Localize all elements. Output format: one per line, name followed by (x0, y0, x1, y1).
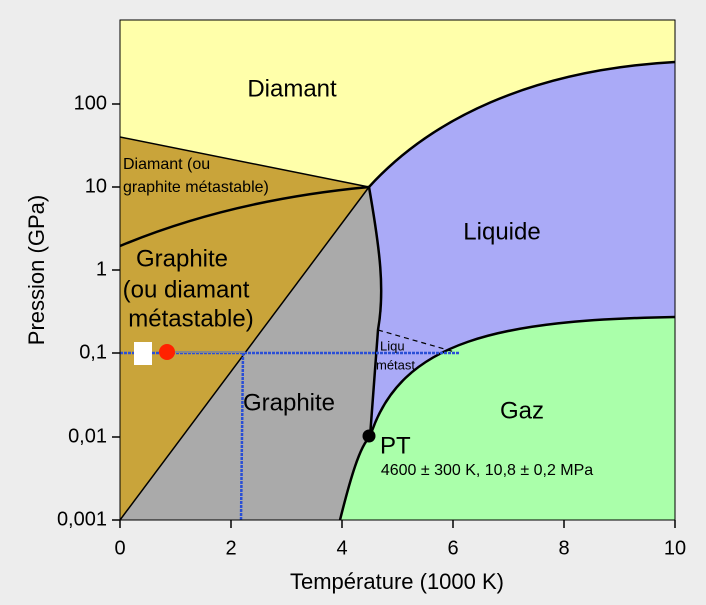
y-tick-label: 0,01 (68, 425, 107, 447)
region-label: Diamant (247, 75, 337, 102)
y-tick-label: 10 (85, 175, 107, 197)
region-label: Diamant (ou (123, 156, 210, 173)
x-axis-label: Température (1000 K) (290, 569, 504, 594)
y-tick-label: 0,1 (79, 341, 107, 363)
graphite-metastable-region (120, 137, 369, 520)
y-tick-label: 100 (74, 92, 107, 114)
x-tick-label: 8 (558, 537, 569, 559)
phase-edge (368, 60, 676, 188)
liquid-region (369, 62, 675, 437)
region-label: Gaz (500, 397, 544, 424)
region-label: PT (380, 432, 411, 459)
region-label: Liqu (380, 338, 405, 353)
region-label: 4600 ± 300 K, 10,8 ± 0,2 MPa (381, 462, 593, 479)
marker-box (134, 342, 152, 365)
marker-dot (159, 344, 175, 360)
phase-edge (368, 315, 676, 438)
x-tick-label: 0 (114, 537, 125, 559)
gas-region (340, 317, 675, 520)
region-label: Graphite (243, 389, 335, 416)
region-label: métastable) (128, 305, 253, 332)
x-tick-label: 10 (664, 537, 686, 559)
region-label: métast (376, 357, 415, 372)
region-label: Liquide (463, 218, 540, 245)
phase-edge (119, 185, 370, 248)
x-tick-label: 6 (447, 537, 458, 559)
x-tick-label: 2 (225, 537, 236, 559)
phase-edge (367, 186, 383, 438)
y-axis-label: Pression (GPa) (24, 195, 49, 345)
region-label: Graphite (136, 245, 228, 272)
region-label: graphite métastable) (123, 179, 269, 196)
x-tick-label: 4 (336, 537, 347, 559)
y-tick-label: 0,001 (57, 508, 107, 530)
region-label: (ou diamant (123, 276, 250, 303)
phase-edge (119, 136, 370, 188)
triple-point (362, 429, 376, 443)
y-tick-label: 1 (96, 258, 107, 280)
metastable-edge (377, 329, 456, 353)
